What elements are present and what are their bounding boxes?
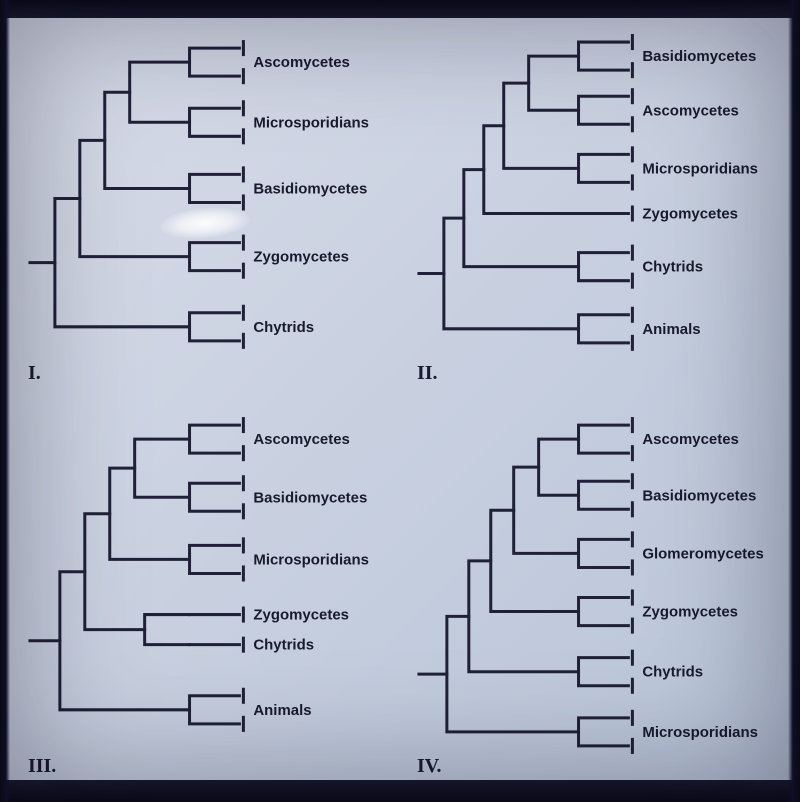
frame-top	[0, 0, 800, 18]
roman-numeral: II.	[417, 362, 438, 384]
taxon-label: Microsporidians	[253, 114, 369, 131]
taxon-label: Zygomycetes	[253, 607, 349, 624]
frame-bottom	[0, 780, 800, 802]
taxon-label: Ascomycetes	[642, 431, 738, 448]
taxon-label: Ascomycetes	[253, 431, 349, 448]
taxon-label: Microsporidians	[253, 551, 369, 568]
taxon-label: Microsporidians	[642, 724, 758, 741]
page: AscomycetesMicrosporidiansBasidiomycetes…	[0, 0, 800, 802]
taxon-label: Chytrids	[642, 664, 703, 681]
taxon-label: Basidiomycetes	[253, 180, 367, 197]
taxon-label: Basidiomycetes	[253, 489, 367, 506]
taxon-label: Zygomycetes	[642, 604, 738, 621]
panel-III: Ascomycetes Basidiomycetes Microsporidians…	[10, 399, 399, 780]
taxon-label: Ascomycetes	[642, 102, 738, 119]
frame-left	[0, 0, 10, 802]
taxon-label: Glomeromycetes	[642, 545, 763, 562]
tree-I: Ascomycetes Microsporidians Basidiomycetes…	[10, 18, 399, 399]
taxon-label: Ascomycetes	[253, 54, 349, 71]
roman-numeral: IV.	[417, 755, 442, 777]
tree-IV: Ascomycetes Basidiomycetes Glomeromycetes Z…	[399, 399, 788, 780]
taxon-label: Chytrids	[642, 259, 703, 276]
frame-right	[788, 0, 800, 802]
taxon-label: Zygomycetes	[642, 205, 738, 222]
taxon-label: Animals	[253, 702, 311, 719]
taxon-label: Animals	[642, 321, 700, 338]
roman-numeral: I.	[28, 362, 41, 384]
tree-II: Basidiomycetes Ascomycetes Microsporidians…	[399, 18, 788, 399]
panel-IV: Ascomycetes Basidiomycetes Glomeromycetes Z…	[399, 399, 788, 780]
panel-I: Ascomycetes Microsporidians Basidiomycetes…	[10, 18, 399, 399]
taxon-label: Chytrids	[253, 637, 314, 654]
panel-II: Basidiomycetes Ascomycetes Microsporidians…	[399, 18, 788, 399]
taxon-label: Microsporidians	[642, 160, 758, 177]
tree-III: Ascomycetes Basidiomycetes Microsporidians…	[10, 399, 399, 780]
panel-grid: AscomycetesMicrosporidiansBasidiomycetes…	[10, 18, 788, 780]
taxon-label: Chytrids	[253, 319, 314, 336]
taxon-label: Zygomycetes	[253, 249, 349, 266]
roman-numeral: III.	[28, 755, 56, 777]
taxon-label: Basidiomycetes	[642, 487, 756, 504]
taxon-label: Basidiomycetes	[642, 48, 756, 65]
